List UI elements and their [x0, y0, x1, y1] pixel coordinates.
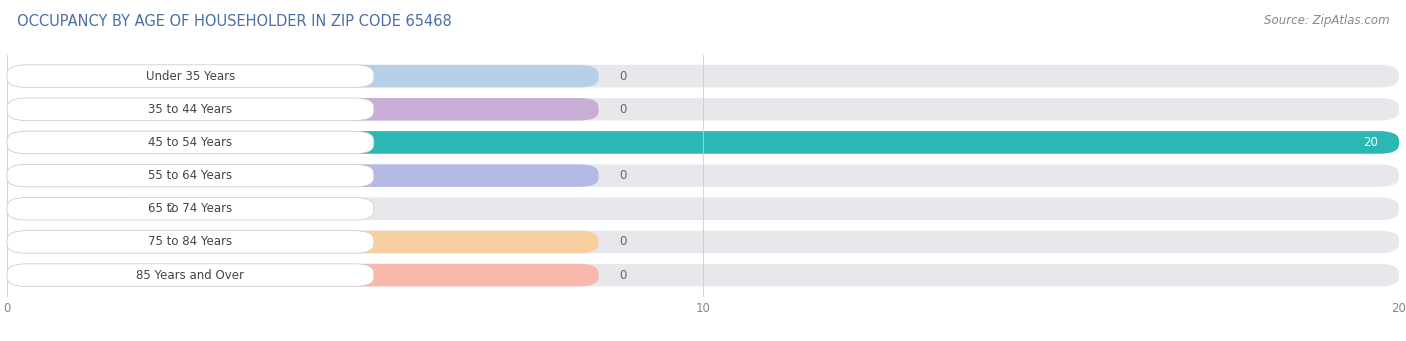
Text: Source: ZipAtlas.com: Source: ZipAtlas.com: [1264, 14, 1389, 27]
FancyBboxPatch shape: [7, 98, 599, 121]
FancyBboxPatch shape: [7, 164, 599, 187]
FancyBboxPatch shape: [7, 65, 599, 87]
Text: 55 to 64 Years: 55 to 64 Years: [149, 169, 232, 182]
FancyBboxPatch shape: [7, 197, 1399, 220]
FancyBboxPatch shape: [7, 98, 1399, 121]
FancyBboxPatch shape: [7, 197, 146, 220]
Text: 85 Years and Over: 85 Years and Over: [136, 269, 245, 282]
FancyBboxPatch shape: [7, 164, 1399, 187]
Text: 0: 0: [620, 235, 627, 249]
FancyBboxPatch shape: [7, 131, 374, 154]
Text: 35 to 44 Years: 35 to 44 Years: [149, 103, 232, 116]
Text: 2: 2: [167, 202, 174, 215]
FancyBboxPatch shape: [7, 98, 374, 121]
Text: 0: 0: [620, 103, 627, 116]
Text: 65 to 74 Years: 65 to 74 Years: [148, 202, 232, 215]
FancyBboxPatch shape: [7, 131, 1399, 154]
FancyBboxPatch shape: [7, 231, 374, 253]
Text: Under 35 Years: Under 35 Years: [146, 70, 235, 83]
Text: 45 to 54 Years: 45 to 54 Years: [149, 136, 232, 149]
Text: 0: 0: [620, 169, 627, 182]
FancyBboxPatch shape: [7, 131, 1399, 154]
Text: 0: 0: [620, 70, 627, 83]
Text: OCCUPANCY BY AGE OF HOUSEHOLDER IN ZIP CODE 65468: OCCUPANCY BY AGE OF HOUSEHOLDER IN ZIP C…: [17, 14, 451, 29]
Text: 20: 20: [1364, 136, 1378, 149]
FancyBboxPatch shape: [7, 231, 1399, 253]
Text: 0: 0: [620, 269, 627, 282]
FancyBboxPatch shape: [7, 264, 374, 286]
FancyBboxPatch shape: [7, 197, 374, 220]
FancyBboxPatch shape: [7, 65, 1399, 87]
FancyBboxPatch shape: [7, 65, 374, 87]
FancyBboxPatch shape: [7, 164, 374, 187]
FancyBboxPatch shape: [7, 231, 599, 253]
FancyBboxPatch shape: [7, 264, 599, 286]
FancyBboxPatch shape: [7, 264, 1399, 286]
Text: 75 to 84 Years: 75 to 84 Years: [149, 235, 232, 249]
